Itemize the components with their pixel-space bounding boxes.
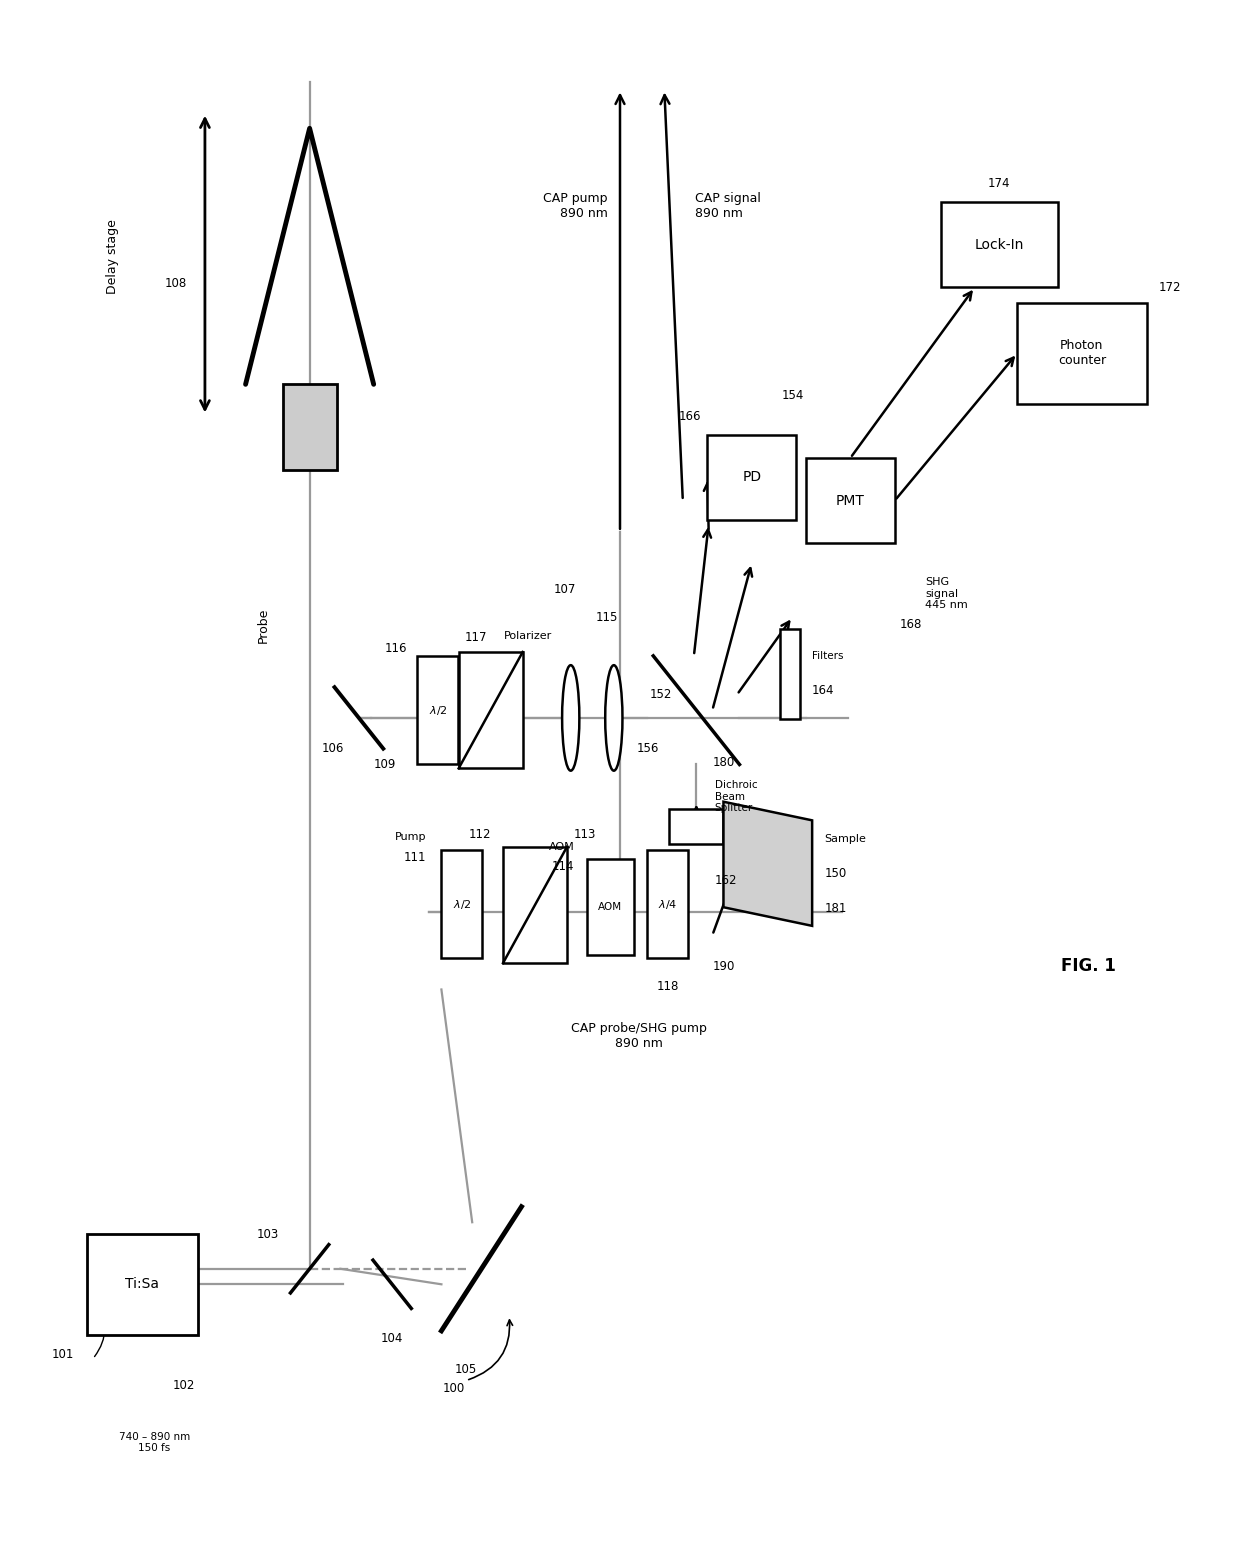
Text: 168: 168 [899,618,921,632]
Bar [283,384,337,470]
Text: 156: 156 [637,743,660,755]
Text: AOM: AOM [598,902,622,913]
Text: 152: 152 [650,688,672,700]
Bar [459,652,523,769]
Bar [670,810,723,844]
Text: Photon
counter: Photon counter [1058,339,1106,367]
Text: Polarizer: Polarizer [503,632,552,641]
Text: 164: 164 [812,683,835,696]
Text: 104: 104 [381,1332,403,1345]
Text: Sample: Sample [825,835,867,844]
Text: $\lambda$/4: $\lambda$/4 [657,897,677,911]
Text: 101: 101 [52,1348,74,1360]
Text: 740 – 890 nm
150 fs: 740 – 890 nm 150 fs [119,1432,190,1454]
FancyBboxPatch shape [941,201,1058,287]
Text: 154: 154 [781,390,804,402]
Text: 114: 114 [552,861,574,874]
Text: 107: 107 [553,583,575,596]
Text: CAP pump
890 nm: CAP pump 890 nm [543,192,608,220]
Bar [503,847,567,963]
FancyBboxPatch shape [87,1234,197,1335]
Text: 103: 103 [257,1228,279,1242]
Text: 113: 113 [573,828,595,841]
Text: Dichroic
Beam
Splitter: Dichroic Beam Splitter [714,780,758,813]
Text: 174: 174 [988,176,1011,190]
Polygon shape [723,802,812,925]
Text: Pump: Pump [396,833,427,842]
Text: 100: 100 [443,1382,465,1395]
Text: 162: 162 [714,874,738,888]
Text: Ti:Sa: Ti:Sa [125,1278,159,1292]
Text: 112: 112 [469,828,491,841]
FancyBboxPatch shape [1017,303,1147,404]
Text: Lock-In: Lock-In [975,237,1024,251]
Text: PMT: PMT [836,493,864,507]
Text: 190: 190 [712,959,735,973]
Text: SHG
signal
445 nm: SHG signal 445 nm [925,577,968,610]
Text: 109: 109 [373,758,396,771]
Text: 111: 111 [404,852,427,864]
Text: PD: PD [743,471,761,485]
Text: 102: 102 [172,1379,195,1392]
Text: 117: 117 [464,630,486,644]
Text: AOM: AOM [548,842,574,852]
Text: 106: 106 [322,743,345,755]
Text: 172: 172 [1159,281,1182,293]
Text: Delay stage: Delay stage [107,218,119,293]
Text: 150: 150 [825,867,847,880]
Text: Filters: Filters [812,651,843,661]
Bar [441,850,482,958]
FancyBboxPatch shape [708,435,796,519]
Bar [647,850,688,958]
FancyBboxPatch shape [806,459,895,543]
Text: $\lambda$/2: $\lambda$/2 [453,897,471,911]
Text: Probe: Probe [257,607,269,643]
Text: CAP probe/SHG pump
890 nm: CAP probe/SHG pump 890 nm [570,1022,707,1050]
Text: CAP signal
890 nm: CAP signal 890 nm [696,192,761,220]
Text: 181: 181 [825,902,847,916]
Ellipse shape [605,665,622,771]
Text: 116: 116 [386,641,408,655]
Text: 180: 180 [712,757,734,769]
Bar [587,860,634,955]
Text: FIG. 1: FIG. 1 [1060,958,1116,975]
Text: 166: 166 [678,410,702,423]
Ellipse shape [562,665,579,771]
Bar [418,655,458,764]
Text: 108: 108 [164,278,186,290]
Text: 105: 105 [455,1363,477,1376]
Text: $\lambda$/2: $\lambda$/2 [429,704,446,716]
Text: 118: 118 [656,980,678,992]
Text: 115: 115 [595,610,618,624]
Bar [780,630,800,719]
